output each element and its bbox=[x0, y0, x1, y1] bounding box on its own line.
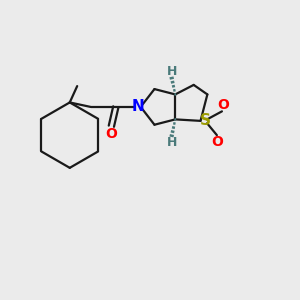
Text: N: N bbox=[132, 99, 145, 114]
Text: H: H bbox=[167, 136, 177, 149]
Text: H: H bbox=[167, 65, 177, 78]
Text: S: S bbox=[200, 113, 211, 128]
Text: O: O bbox=[105, 127, 117, 141]
Text: O: O bbox=[218, 98, 230, 112]
Text: O: O bbox=[211, 135, 223, 149]
